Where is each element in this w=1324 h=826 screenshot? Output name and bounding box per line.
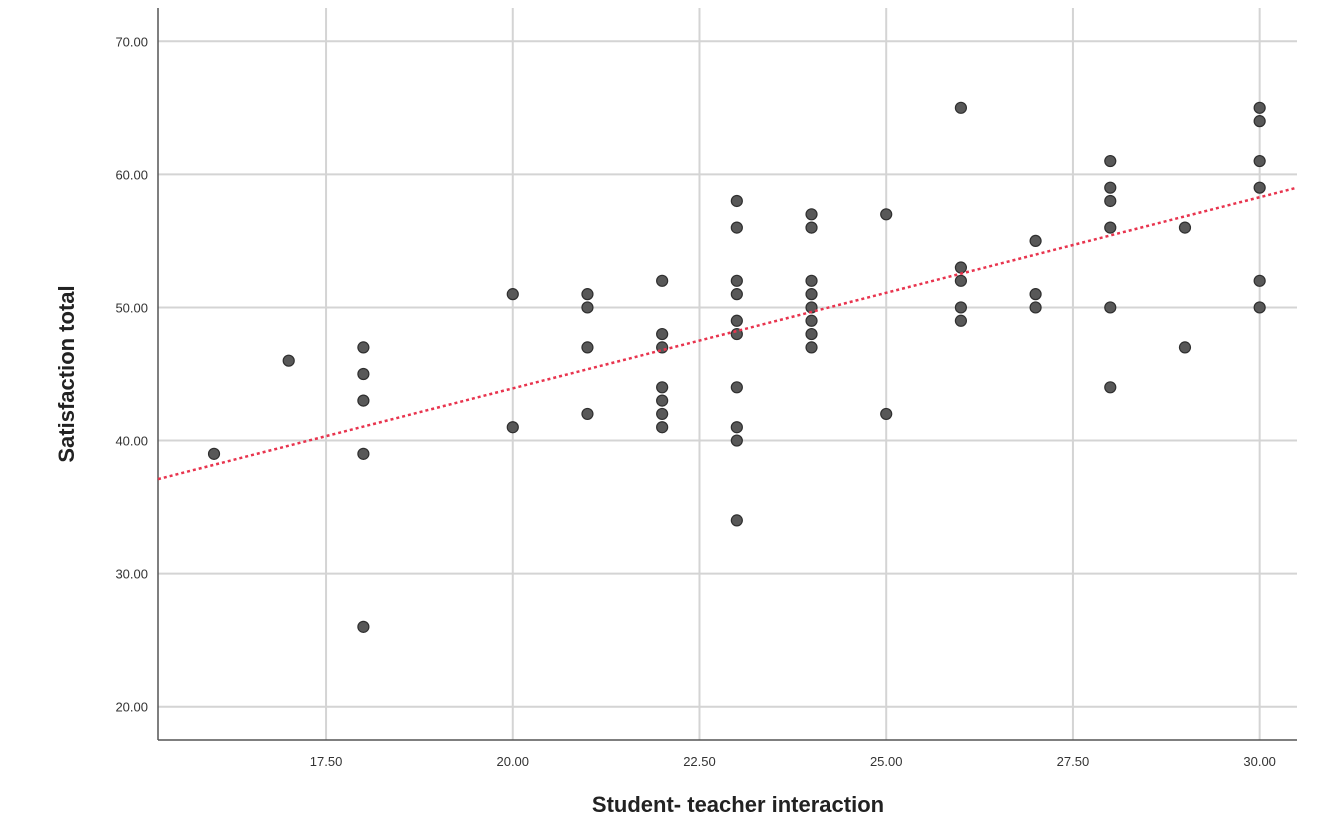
data-point <box>730 274 743 287</box>
x-axis-title: Student- teacher interaction <box>592 792 884 817</box>
data-point <box>357 447 370 460</box>
data-point <box>1104 154 1117 168</box>
data-point <box>581 407 594 421</box>
data-point <box>1253 101 1266 114</box>
data-point <box>357 394 370 407</box>
data-point <box>805 274 818 287</box>
data-point <box>954 261 968 274</box>
data-point <box>1253 301 1266 314</box>
data-point <box>730 421 743 434</box>
data-point <box>805 221 818 234</box>
data-point <box>1104 301 1117 314</box>
data-point <box>1029 288 1042 301</box>
data-point <box>730 514 743 527</box>
data-point <box>1253 154 1266 168</box>
data-point <box>656 394 669 407</box>
y-tick-label: 70.00 <box>115 34 148 49</box>
data-points <box>207 101 1266 633</box>
data-point <box>954 301 968 314</box>
y-tick-label: 50.00 <box>115 300 148 315</box>
data-point <box>656 407 669 421</box>
data-point <box>954 274 968 287</box>
y-tick-label: 40.00 <box>115 434 148 449</box>
data-point <box>1253 274 1266 287</box>
data-point <box>506 288 519 301</box>
data-point <box>656 327 669 341</box>
y-tick-label: 60.00 <box>115 167 148 182</box>
tick-labels: 20.00 30.00 40.00 50.00 60.00 70.00 17.50 20.00… <box>115 34 1275 769</box>
data-point <box>954 314 968 327</box>
data-point <box>805 341 818 354</box>
data-point <box>1253 115 1266 128</box>
data-point <box>1104 381 1117 394</box>
data-point <box>1178 221 1192 234</box>
data-point <box>1178 341 1192 354</box>
data-point <box>207 447 221 460</box>
data-point <box>656 274 669 287</box>
x-tick-label: 17.50 <box>310 754 343 769</box>
data-point <box>656 381 669 394</box>
data-point <box>730 434 743 447</box>
data-point <box>805 288 818 301</box>
data-point <box>357 367 370 381</box>
data-point <box>357 341 370 354</box>
regression-line-group <box>157 186 1298 481</box>
data-point <box>656 421 669 434</box>
x-tick-label: 20.00 <box>496 754 529 769</box>
data-point <box>282 354 295 367</box>
data-point <box>1253 181 1266 194</box>
y-tick-label: 20.00 <box>115 700 148 715</box>
data-point <box>1029 301 1042 314</box>
data-point <box>581 288 594 301</box>
data-point <box>730 221 743 234</box>
data-point <box>805 208 818 221</box>
x-tick-label: 30.00 <box>1243 754 1276 769</box>
data-point <box>730 381 743 394</box>
data-point <box>581 341 594 354</box>
axes <box>157 8 1297 741</box>
x-tick-label: 25.00 <box>870 754 903 769</box>
data-point <box>880 208 893 221</box>
y-axis-title: Satisfaction total <box>54 285 79 462</box>
data-point <box>730 288 743 301</box>
data-point <box>1029 234 1042 248</box>
regression-line <box>157 186 1298 481</box>
data-point <box>730 314 743 327</box>
data-point <box>954 101 968 114</box>
data-point <box>880 407 893 421</box>
data-point <box>581 301 594 314</box>
data-point <box>1104 181 1117 194</box>
grid-lines <box>158 8 1297 740</box>
data-point <box>1104 221 1117 234</box>
x-tick-label: 27.50 <box>1057 754 1090 769</box>
data-point <box>1104 194 1117 208</box>
data-point <box>805 327 818 341</box>
data-point <box>730 194 743 208</box>
data-point <box>357 620 370 633</box>
x-tick-label: 22.50 <box>683 754 716 769</box>
data-point <box>506 421 519 434</box>
data-point <box>805 314 818 327</box>
y-tick-label: 30.00 <box>115 567 148 582</box>
